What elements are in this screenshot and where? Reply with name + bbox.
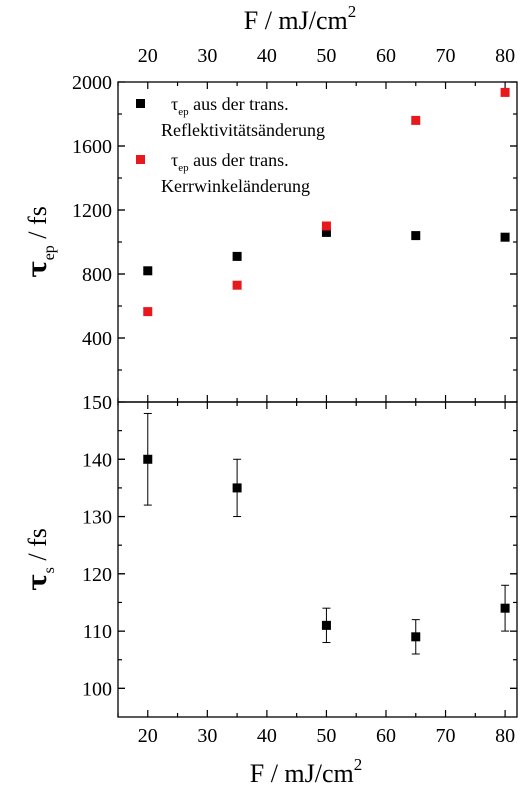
y-tick-label: 2000 xyxy=(72,72,112,94)
x-tick-label-top: 80 xyxy=(495,45,515,67)
x-tick-label: 50 xyxy=(316,725,336,747)
y-tick-label: 400 xyxy=(82,328,112,350)
y-tick-label: 110 xyxy=(83,621,112,643)
y-tick-label: 120 xyxy=(82,564,112,586)
legend-marker xyxy=(136,155,145,164)
x-tick-label-top: 60 xyxy=(376,45,396,67)
y-tick-label: 1200 xyxy=(72,200,112,222)
y-tick-label: 140 xyxy=(82,449,112,471)
y-axis-title: τs / fs xyxy=(23,528,58,591)
x-tick-label: 60 xyxy=(376,725,396,747)
x-tick-label-top: 30 xyxy=(197,45,217,67)
y-tick-label: 1600 xyxy=(72,136,112,158)
legend-label-line2: Reflektivitätsänderung xyxy=(161,120,325,140)
x-axis-title-top: F / mJ/cm2 xyxy=(244,2,357,35)
data-point xyxy=(143,307,153,317)
top-panel: 400 800 1200 1600 2000 20 30 40 50 60 70 80 F / mJ/c… xyxy=(23,2,518,403)
bottom-panel: 100 110 120 130 140 150 20 30 40 50 60 70 80 F / mJ/c… xyxy=(23,392,518,788)
x-tick-label: 40 xyxy=(257,725,277,747)
x-tick-label-top: 20 xyxy=(138,45,158,67)
data-point xyxy=(321,221,331,231)
y-tick-label: 100 xyxy=(82,678,112,700)
data-point xyxy=(500,603,510,613)
legend-label: τep aus der trans. xyxy=(171,94,289,118)
y-tick-label: 130 xyxy=(82,507,112,529)
plot-frame xyxy=(117,401,518,718)
data-point xyxy=(232,251,242,261)
x-axis-title: F / mJ/cm2 xyxy=(250,755,363,788)
data-point xyxy=(232,280,242,290)
y-axis-title: τep / fs xyxy=(23,206,58,278)
data-point xyxy=(232,483,242,493)
x-tick-label-top: 70 xyxy=(436,45,456,67)
data-point xyxy=(321,620,331,630)
data-point xyxy=(143,266,153,276)
x-tick-label: 30 xyxy=(197,725,217,747)
legend-label: τep aus der trans. xyxy=(171,150,289,174)
legend-marker xyxy=(136,99,145,108)
x-tick-label-top: 40 xyxy=(257,45,277,67)
data-point xyxy=(500,232,510,242)
x-tick-label: 70 xyxy=(436,725,456,747)
data-point xyxy=(411,632,421,642)
y-tick-label: 150 xyxy=(82,392,112,414)
legend-label-line2: Kerrwinkeländerung xyxy=(161,176,310,196)
data-point xyxy=(411,231,421,241)
y-tick-label: 800 xyxy=(82,264,112,286)
data-point xyxy=(143,454,153,464)
x-tick-label: 80 xyxy=(495,725,515,747)
x-tick-label: 20 xyxy=(138,725,158,747)
data-point xyxy=(321,227,331,237)
data-point xyxy=(500,87,510,97)
x-tick-label-top: 50 xyxy=(316,45,336,67)
data-point xyxy=(411,115,421,125)
